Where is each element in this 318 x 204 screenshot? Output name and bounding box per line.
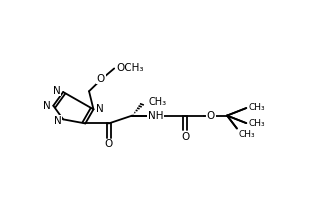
Text: N: N	[54, 116, 62, 126]
Text: O: O	[207, 111, 215, 121]
Text: CH₃: CH₃	[149, 97, 167, 107]
Text: O: O	[105, 140, 113, 150]
Text: O: O	[181, 132, 189, 142]
Text: O: O	[97, 73, 105, 83]
Text: NH: NH	[148, 111, 163, 121]
Text: N: N	[96, 103, 104, 113]
Text: N: N	[53, 86, 61, 96]
Text: CH₃: CH₃	[239, 130, 255, 139]
Text: CH₃: CH₃	[249, 103, 265, 112]
Text: CH₃: CH₃	[249, 119, 265, 128]
Text: OCH₃: OCH₃	[116, 63, 144, 73]
Text: N: N	[43, 101, 51, 111]
